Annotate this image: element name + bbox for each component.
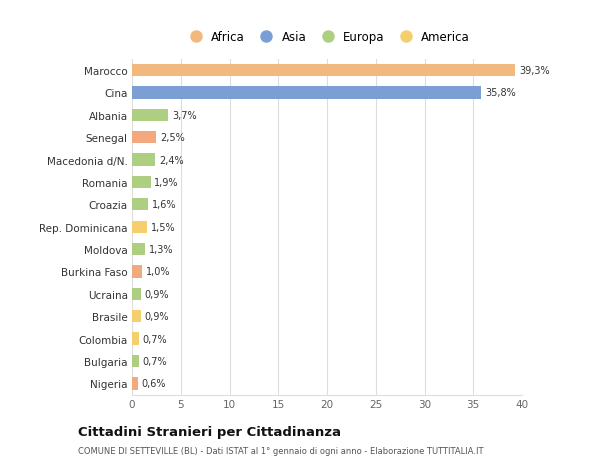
Text: Cittadini Stranieri per Cittadinanza: Cittadini Stranieri per Cittadinanza	[78, 425, 341, 438]
Text: 2,5%: 2,5%	[160, 133, 185, 143]
Text: 35,8%: 35,8%	[485, 88, 515, 98]
Bar	[132, 87, 481, 99]
Text: 1,3%: 1,3%	[149, 245, 173, 255]
Text: 0,7%: 0,7%	[143, 334, 167, 344]
Text: 0,6%: 0,6%	[142, 379, 166, 389]
Bar	[132, 243, 145, 256]
Bar	[132, 221, 146, 233]
Text: 0,9%: 0,9%	[145, 289, 169, 299]
Legend: Africa, Asia, Europa, America: Africa, Asia, Europa, America	[182, 29, 472, 46]
Text: 3,7%: 3,7%	[172, 111, 197, 121]
Bar	[132, 176, 151, 189]
Bar	[132, 266, 142, 278]
Bar	[132, 132, 157, 144]
Text: COMUNE DI SETTEVILLE (BL) - Dati ISTAT al 1° gennaio di ogni anno - Elaborazione: COMUNE DI SETTEVILLE (BL) - Dati ISTAT a…	[78, 446, 484, 455]
Text: 1,5%: 1,5%	[151, 222, 175, 232]
Bar	[132, 333, 139, 345]
Text: 0,7%: 0,7%	[143, 356, 167, 366]
Text: 39,3%: 39,3%	[519, 66, 550, 76]
Text: 2,4%: 2,4%	[160, 155, 184, 165]
Bar	[132, 109, 168, 122]
Bar	[132, 199, 148, 211]
Bar	[132, 310, 141, 323]
Text: 0,9%: 0,9%	[145, 312, 169, 322]
Text: 1,9%: 1,9%	[154, 178, 179, 188]
Bar	[132, 154, 155, 166]
Text: 1,0%: 1,0%	[146, 267, 170, 277]
Text: 1,6%: 1,6%	[151, 200, 176, 210]
Bar	[132, 288, 141, 300]
Bar	[132, 355, 139, 367]
Bar	[132, 377, 138, 390]
Bar	[132, 65, 515, 77]
